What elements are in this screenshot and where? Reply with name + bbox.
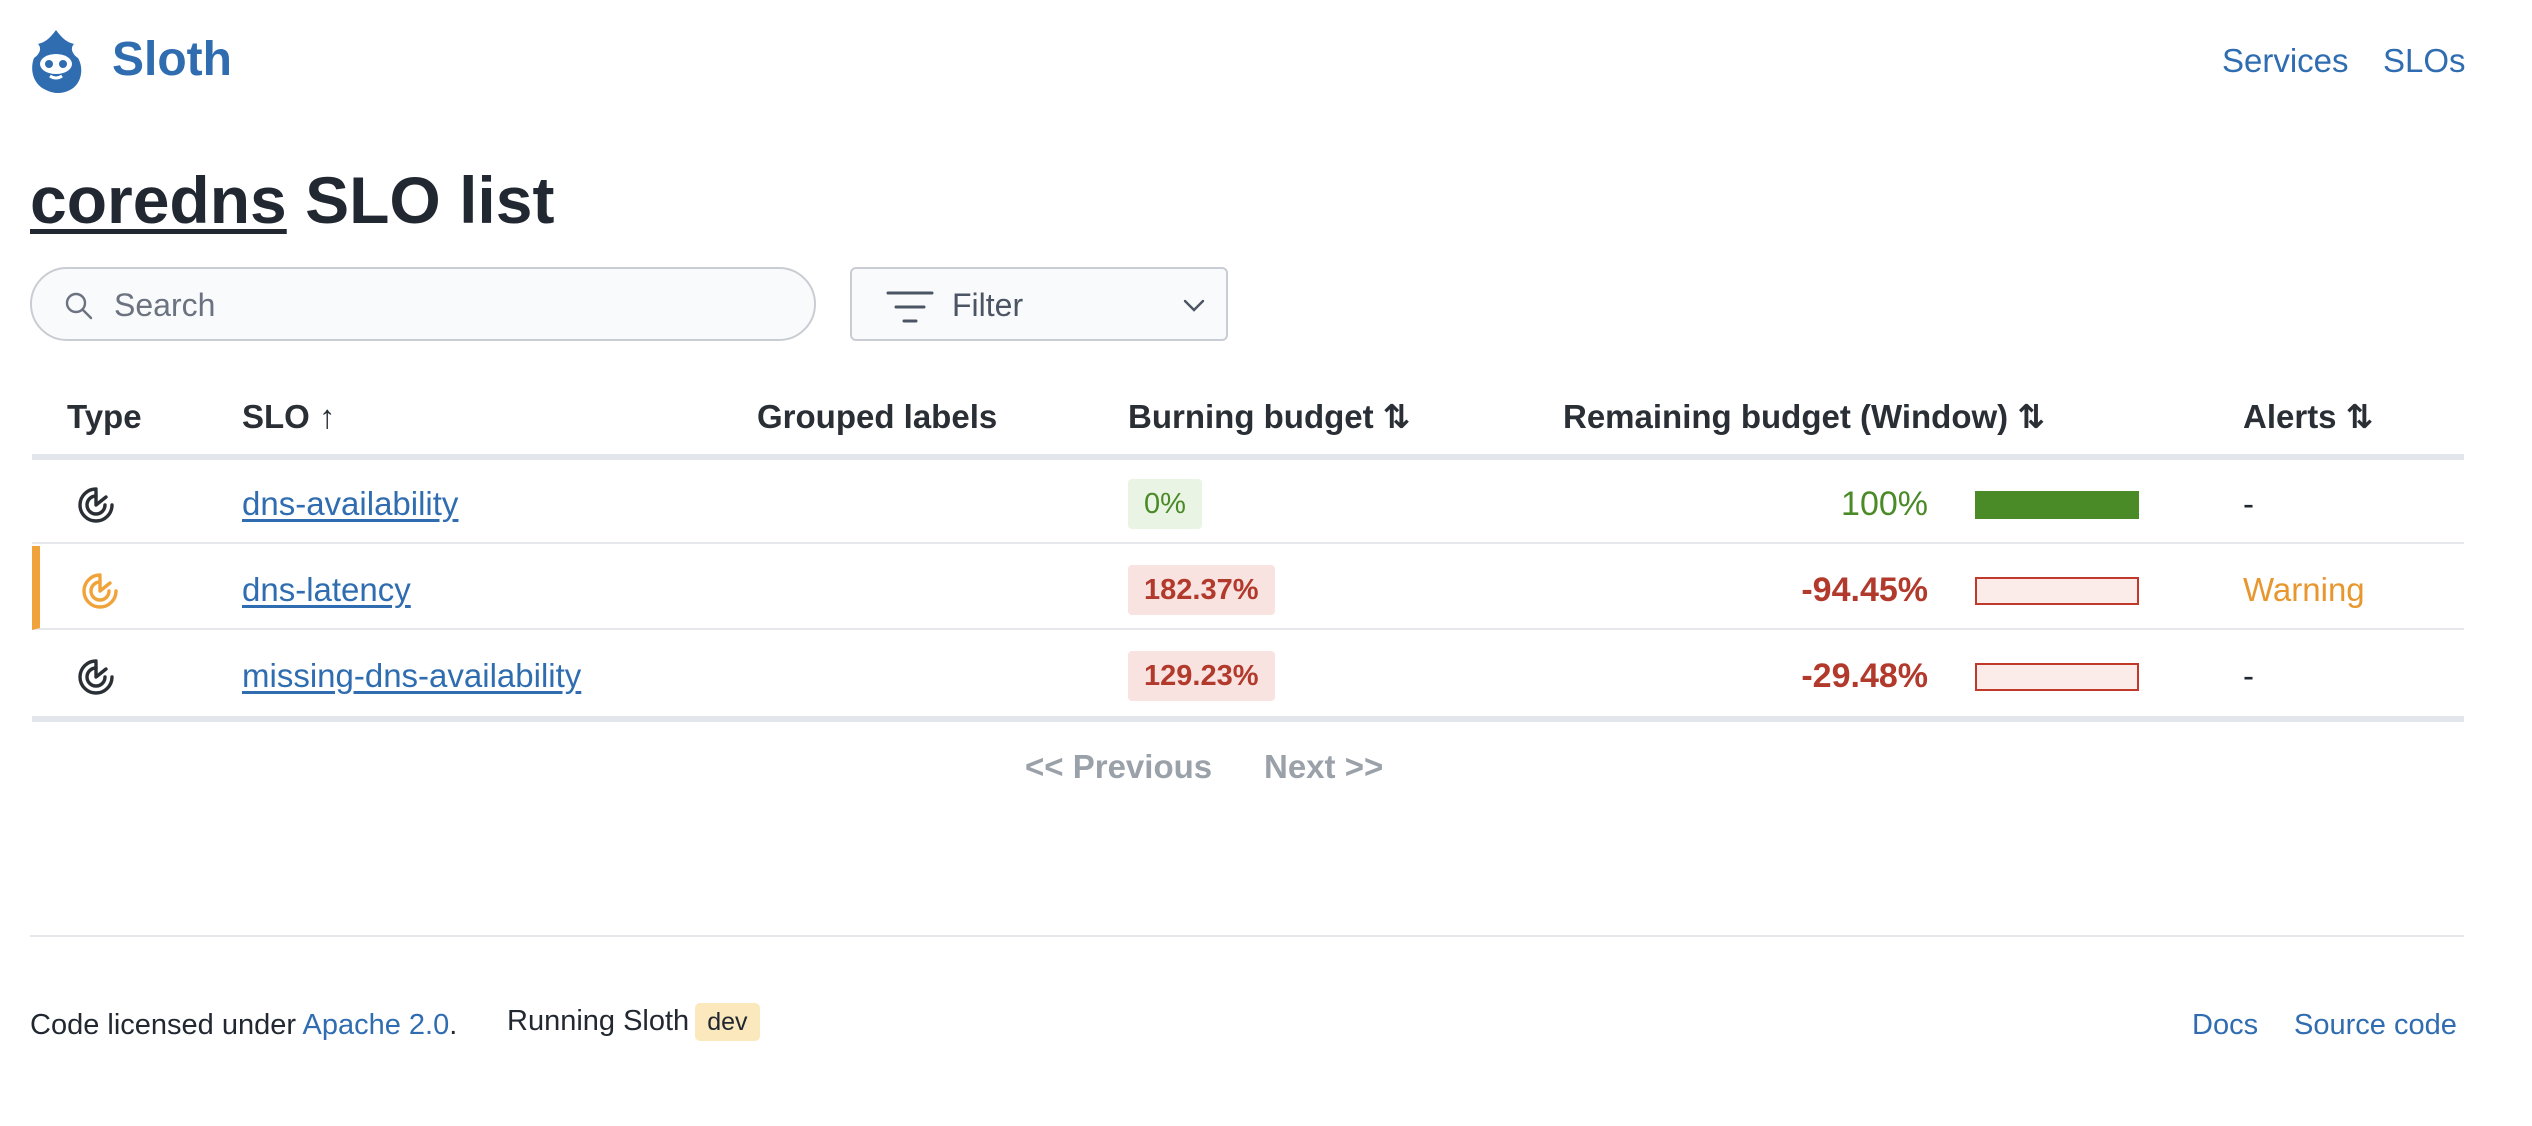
filter-icon <box>886 291 934 323</box>
slo-link[interactable]: missing-dns-availability <box>242 657 582 694</box>
footer-docs-link[interactable]: Docs <box>2192 1009 2259 1041</box>
next-page-button[interactable]: Next >> <box>1264 748 1384 785</box>
sloth-logo-icon[interactable] <box>26 28 86 94</box>
version-badge: dev <box>695 1003 760 1041</box>
license-link[interactable]: Apache 2.0 <box>302 1009 450 1041</box>
previous-page-button[interactable]: << Previous <box>1025 748 1213 785</box>
alert-status: Warning <box>2243 571 2365 608</box>
column-type: Type <box>67 398 142 435</box>
page-title-suffix: SLO list <box>286 163 555 237</box>
search-box <box>30 267 816 341</box>
search-icon <box>65 292 93 320</box>
filter-label: Filter <box>952 287 1024 323</box>
footer-divider <box>30 935 2464 937</box>
nav-slos[interactable]: SLOs <box>2383 42 2466 79</box>
burning-budget-badge: 182.37% <box>1128 565 1275 615</box>
column-grouped-labels: Grouped labels <box>757 398 998 435</box>
slo-type-icon <box>82 573 118 609</box>
column-alerts[interactable]: Alerts ⇅ <box>2243 398 2374 435</box>
chevron-down-icon <box>1183 299 1205 312</box>
slo-link[interactable]: dns-latency <box>242 571 411 608</box>
remaining-budget-value: 100% <box>1841 485 1928 523</box>
column-remaining-budget[interactable]: Remaining budget (Window) ⇅ <box>1563 398 2045 435</box>
filter-dropdown[interactable]: Filter <box>850 267 1228 341</box>
remaining-budget-bar <box>1975 663 2139 691</box>
search-input[interactable] <box>112 269 796 341</box>
brand-name[interactable]: Sloth <box>112 33 232 86</box>
nav-services[interactable]: Services <box>2222 42 2349 79</box>
page-title: coredns SLO list <box>30 160 554 240</box>
burning-budget-badge: 129.23% <box>1128 651 1275 701</box>
slo-link[interactable]: dns-availability <box>242 485 459 522</box>
alert-status: - <box>2243 657 2254 694</box>
remaining-budget-bar <box>1975 577 2139 605</box>
slo-type-icon <box>78 659 114 695</box>
remaining-budget-bar <box>1975 491 2139 519</box>
slo-type-icon <box>78 487 114 523</box>
license-suffix: . <box>449 1009 458 1041</box>
service-link[interactable]: coredns <box>30 163 287 237</box>
burning-budget-badge: 0% <box>1128 479 1202 529</box>
remaining-budget-value: -94.45% <box>1801 571 1928 609</box>
alert-status: - <box>2243 485 2254 522</box>
table-header-divider <box>32 454 2464 460</box>
footer-running: Running Sloth dev <box>507 1002 760 1041</box>
table-row <box>32 546 2464 630</box>
footer-license: Code licensed under Apache 2.0. <box>30 1006 457 1044</box>
running-label: Running Sloth <box>507 1005 690 1037</box>
column-slo[interactable]: SLO ↑ <box>242 398 336 435</box>
remaining-budget-value: -29.48% <box>1801 657 1928 695</box>
column-burning-budget[interactable]: Burning budget ⇅ <box>1128 398 1411 435</box>
license-prefix: Code licensed under <box>30 1009 303 1041</box>
table-bottom-divider <box>32 716 2464 722</box>
table-row <box>32 460 2464 544</box>
footer-source-code-link[interactable]: Source code <box>2294 1009 2457 1041</box>
